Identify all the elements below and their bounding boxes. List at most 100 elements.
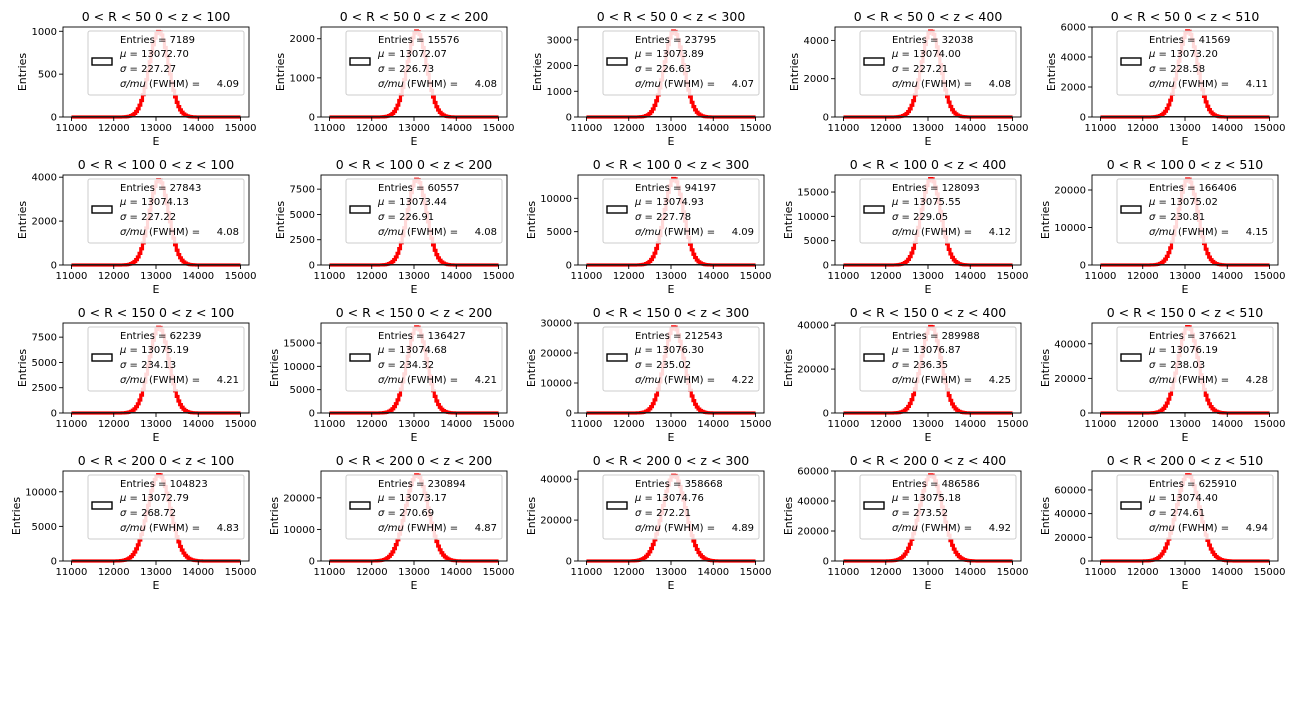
legend-mean: μ = 13075.55 [891, 197, 961, 208]
legend-resolution-value: 4.22 [732, 375, 754, 386]
y-tick-label: 15000 [797, 188, 829, 199]
y-tick-label: 0 [823, 557, 829, 568]
y-axis-label: Entries [531, 53, 544, 92]
x-tick-label: 14000 [697, 567, 729, 578]
x-tick-label: 12000 [1127, 419, 1159, 430]
legend-resolution-value: 4.83 [217, 523, 239, 534]
subplot-5: 0 < R < 50 0 < z < 510 11000 12000 13000 140… [1045, 9, 1285, 148]
legend-handle [349, 57, 371, 66]
x-tick-label: 11000 [56, 567, 88, 578]
y-tick-label: 0 [1080, 409, 1086, 420]
legend-sigma: σ = 227.21 [892, 64, 948, 75]
legend-entries: Entries = 104823 [120, 479, 208, 490]
legend-sigma: σ = 273.52 [892, 508, 948, 519]
x-tick-label: 12000 [613, 567, 645, 578]
x-tick-label: 13000 [655, 271, 687, 282]
subplot-title: 0 < R < 50 0 < z < 200 [340, 9, 489, 24]
x-tick-label: 13000 [1169, 271, 1201, 282]
subplot-7: 0 < R < 100 0 < z < 200 11000 12000 13000 14… [274, 157, 514, 296]
legend-box [1116, 326, 1274, 392]
legend-resolution-value: 4.08 [475, 79, 497, 90]
x-tick-label: 15000 [483, 123, 515, 134]
subplot-title: 0 < R < 100 0 < z < 200 [336, 157, 493, 172]
x-tick-label: 15000 [740, 567, 772, 578]
legend-sigma: σ = 268.72 [120, 508, 176, 519]
x-axis-label: E [153, 431, 160, 444]
legend-mean: μ = 13074.00 [891, 49, 961, 60]
subplot-title: 0 < R < 150 0 < z < 200 [336, 305, 493, 320]
y-tick-label: 10000 [283, 525, 315, 536]
x-tick-label: 15000 [225, 419, 257, 430]
legend-mean: μ = 13074.76 [634, 493, 704, 504]
x-tick-label: 14000 [954, 271, 986, 282]
x-tick-label: 11000 [1085, 123, 1117, 134]
subplot-title: 0 < R < 200 0 < z < 300 [593, 453, 750, 468]
subplot-13: 0 < R < 150 0 < z < 300 11000 12000 13000 14… [525, 305, 771, 444]
x-tick-label: 15000 [740, 419, 772, 430]
legend-box [859, 326, 1017, 392]
legend-entries: Entries = 27843 [120, 183, 201, 194]
x-tick-label: 12000 [1127, 271, 1159, 282]
y-tick-label: 5000 [32, 522, 57, 533]
legend-sigma: σ = 234.32 [378, 360, 434, 371]
subplot-11: 0 < R < 150 0 < z < 100 11000 12000 13000 14… [16, 305, 256, 444]
y-tick-label: 0 [309, 113, 315, 124]
x-axis-label: E [411, 135, 418, 148]
subplot-title: 0 < R < 50 0 < z < 100 [82, 9, 231, 24]
x-axis-label: E [925, 283, 932, 296]
legend-handle [606, 353, 628, 362]
y-tick-label: 20000 [1054, 533, 1086, 544]
subplot-12: 0 < R < 150 0 < z < 200 11000 12000 13000 14… [268, 305, 514, 444]
y-tick-label: 20000 [797, 527, 829, 538]
x-tick-label: 14000 [440, 419, 472, 430]
legend-entries: Entries = 62239 [120, 331, 201, 342]
y-axis-label: Entries [16, 201, 29, 240]
y-tick-label: 2000 [1061, 83, 1086, 94]
x-tick-label: 12000 [613, 123, 645, 134]
y-tick-label: 20000 [540, 349, 572, 360]
legend-mean: μ = 13073.17 [377, 493, 447, 504]
subplot-title: 0 < R < 150 0 < z < 510 [1107, 305, 1264, 320]
x-tick-label: 13000 [1169, 123, 1201, 134]
x-tick-label: 11000 [56, 419, 88, 430]
y-tick-label: 5000 [804, 236, 829, 247]
y-tick-label: 40000 [540, 475, 572, 486]
x-tick-label: 15000 [483, 419, 515, 430]
y-tick-label: 2500 [290, 235, 315, 246]
legend-resolution-value: 4.07 [732, 79, 754, 90]
legend-sigma: σ = 234.13 [120, 360, 176, 371]
legend-handle [863, 57, 885, 66]
y-tick-label: 30000 [540, 319, 572, 330]
x-tick-label: 12000 [870, 419, 902, 430]
y-tick-label: 2000 [804, 74, 829, 85]
legend-sigma: σ = 227.27 [120, 64, 176, 75]
legend-handle [349, 353, 371, 362]
x-axis-label: E [668, 135, 675, 148]
legend-entries: Entries = 230894 [378, 479, 466, 490]
y-axis-label: Entries [274, 53, 287, 92]
x-tick-label: 13000 [398, 567, 430, 578]
y-tick-label: 2000 [290, 34, 315, 45]
x-tick-label: 11000 [314, 419, 346, 430]
legend-resolution: σ/mu (FWHM) = [1149, 375, 1229, 386]
x-tick-label: 14000 [954, 123, 986, 134]
x-tick-label: 11000 [314, 123, 346, 134]
legend-entries: Entries = 23795 [635, 35, 716, 46]
y-tick-label: 60000 [797, 467, 829, 478]
legend-mean: μ = 13073.20 [1148, 49, 1218, 60]
legend-resolution-value: 4.12 [989, 227, 1011, 238]
x-tick-label: 15000 [997, 271, 1029, 282]
x-tick-label: 14000 [1211, 123, 1243, 134]
x-tick-label: 14000 [440, 123, 472, 134]
y-axis-label: Entries [1045, 53, 1058, 92]
legend-resolution: σ/mu (FWHM) = [892, 375, 972, 386]
x-tick-label: 14000 [1211, 567, 1243, 578]
y-tick-label: 6000 [1061, 23, 1086, 34]
subplot-15: 0 < R < 150 0 < z < 510 11000 12000 13000 14… [1039, 305, 1285, 444]
legend-box [87, 474, 245, 540]
subplot-4: 0 < R < 50 0 < z < 400 11000 12000 13000 140… [788, 9, 1028, 148]
y-tick-label: 15000 [283, 339, 315, 350]
y-tick-label: 40000 [1054, 509, 1086, 520]
y-tick-label: 0 [823, 113, 829, 124]
